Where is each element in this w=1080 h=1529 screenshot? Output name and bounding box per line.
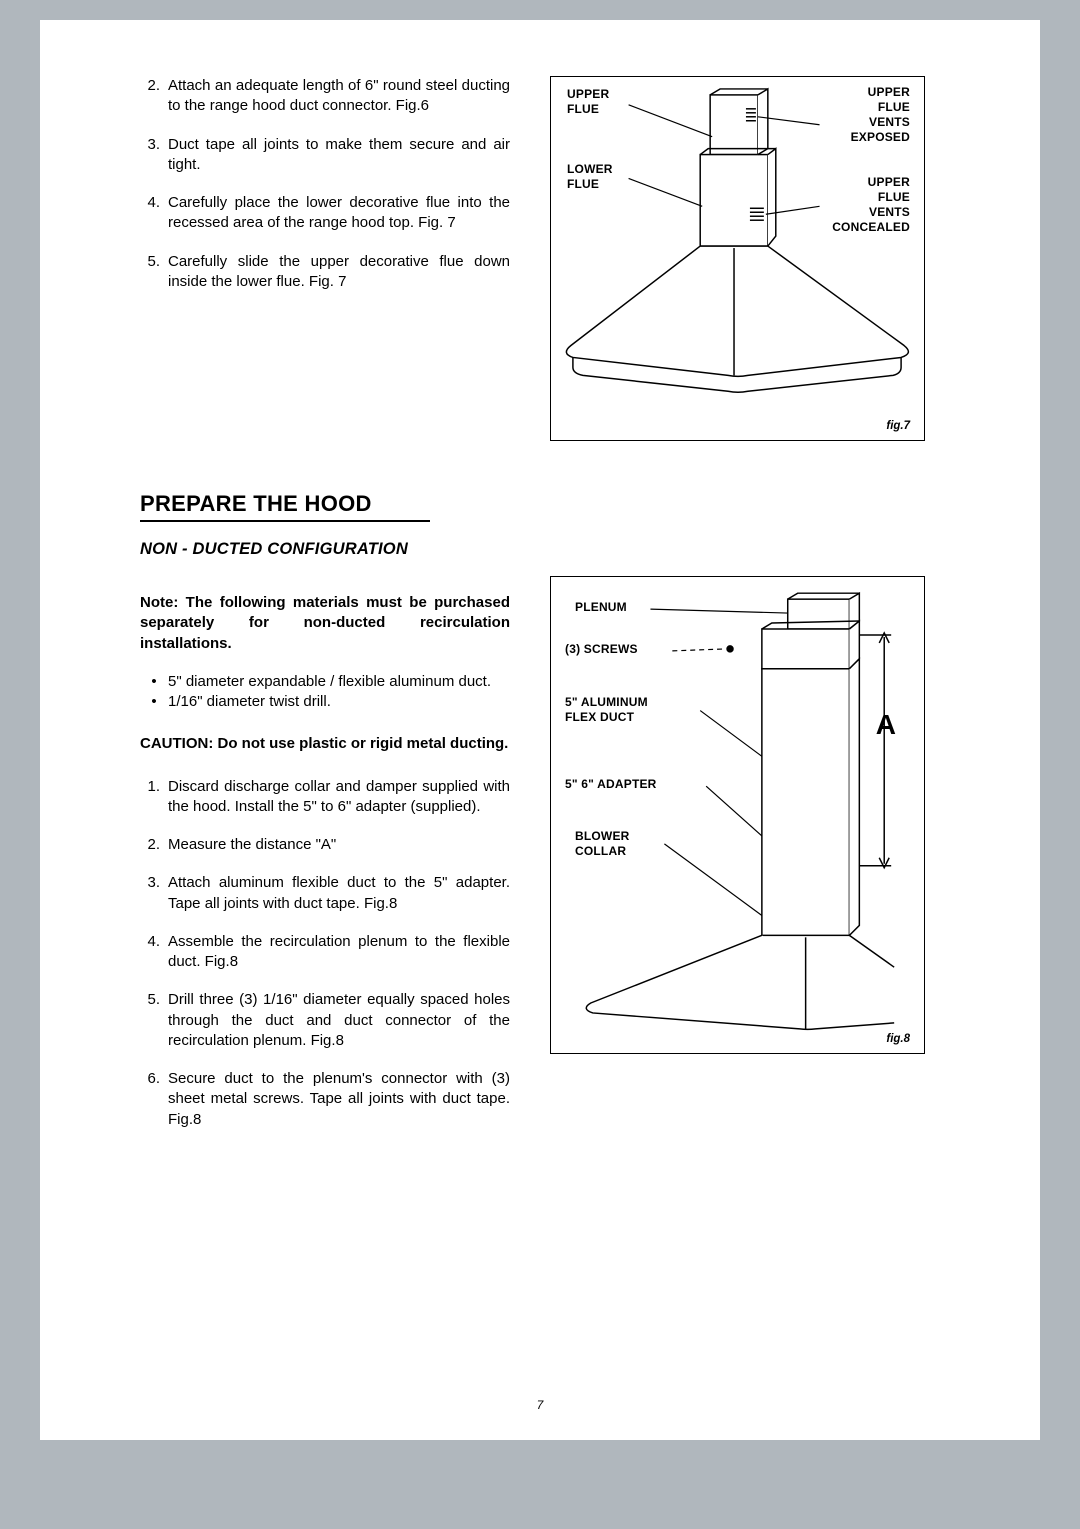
step-number: 3. (140, 135, 168, 176)
list-item: 6.Secure duct to the plenum's connector … (140, 1069, 510, 1130)
fig7-label-upper-flue-left: UPPER FLUE (567, 87, 609, 117)
step-text: Measure the distance "A" (168, 835, 510, 855)
step-text: Drill three (3) 1/16" diameter equally s… (168, 990, 510, 1051)
step-number: 4. (140, 932, 168, 973)
page-number: 7 (40, 1398, 1040, 1412)
list-item: 2.Attach an adequate length of 6" round … (140, 76, 510, 117)
bullet-text: 5" diameter expandable / flexible alumin… (168, 672, 510, 692)
step-text: Assemble the recirculation plenum to the… (168, 932, 510, 973)
list-item: 2.Measure the distance "A" (140, 835, 510, 855)
list-item: 3.Duct tape all joints to make them secu… (140, 135, 510, 176)
step-number: 2. (140, 76, 168, 117)
section-title: PREPARE THE HOOD (140, 491, 430, 522)
fig8-label-screws: (3) SCREWS (565, 642, 638, 657)
caution-text: CAUTION: Do not use plastic or rigid met… (140, 734, 510, 754)
step-text: Carefully slide the upper decorative flu… (168, 252, 510, 293)
list-item: 5.Drill three (3) 1/16" diameter equally… (140, 990, 510, 1051)
page: 2.Attach an adequate length of 6" round … (40, 20, 1040, 1440)
list-item: 4.Assemble the recirculation plenum to t… (140, 932, 510, 973)
list-item: 1.Discard discharge collar and damper su… (140, 777, 510, 818)
step-number: 6. (140, 1069, 168, 1130)
bullet-text: 1/16" diameter twist drill. (168, 692, 510, 712)
figure-8-box: PLENUM (3) SCREWS 5" ALUMINUM FLEX DUCT … (550, 576, 925, 1054)
step-text: Carefully place the lower decorative flu… (168, 193, 510, 234)
fig8-label-adapter: 5" 6" ADAPTER (565, 777, 657, 792)
fig7-label-vents-exposed: UPPER FLUE VENTS EXPOSED (851, 85, 910, 145)
figure-7-box: UPPER FLUE LOWER FLUE UPPER FLUE VENTS E… (550, 76, 925, 441)
step-number: 3. (140, 873, 168, 914)
list-item: 5.Carefully slide the upper decorative f… (140, 252, 510, 293)
fig8-dimension-a: A (876, 709, 896, 741)
step-text: Attach an adequate length of 6" round st… (168, 76, 510, 117)
step-number: 5. (140, 990, 168, 1051)
fig8-label-plenum: PLENUM (575, 600, 627, 615)
section-subtitle: NON - DUCTED CONFIGURATION (140, 540, 510, 559)
bottom-steps-list: 1.Discard discharge collar and damper su… (140, 777, 510, 1130)
top-steps-list: 2.Attach an adequate length of 6" round … (140, 76, 510, 292)
fig8-label-aluminum: 5" ALUMINUM FLEX DUCT (565, 695, 648, 725)
step-number: 5. (140, 252, 168, 293)
list-item: •5" diameter expandable / flexible alumi… (140, 672, 510, 692)
step-text: Attach aluminum flexible duct to the 5" … (168, 873, 510, 914)
left-top-column: 2.Attach an adequate length of 6" round … (140, 76, 510, 441)
figure-7: UPPER FLUE LOWER FLUE UPPER FLUE VENTS E… (550, 76, 925, 441)
list-item: 3.Attach aluminum flexible duct to the 5… (140, 873, 510, 914)
fig7-label-lower-flue: LOWER FLUE (567, 162, 613, 192)
fig8-caption: fig.8 (886, 1033, 910, 1045)
left-bottom-column: PREPARE THE HOOD NON - DUCTED CONFIGURAT… (140, 441, 510, 1148)
step-number: 2. (140, 835, 168, 855)
bullet-dot: • (140, 692, 168, 712)
fig8-label-blower: BLOWER COLLAR (575, 829, 630, 859)
fig7-caption: fig.7 (886, 420, 910, 432)
step-text: Duct tape all joints to make them secure… (168, 135, 510, 176)
fig7-label-vents-concealed: UPPER FLUE VENTS CONCEALED (832, 175, 910, 235)
list-item: •1/16" diameter twist drill. (140, 692, 510, 712)
step-number: 1. (140, 777, 168, 818)
step-text: Discard discharge collar and damper supp… (168, 777, 510, 818)
figure-8: PLENUM (3) SCREWS 5" ALUMINUM FLEX DUCT … (550, 576, 925, 1148)
step-text: Secure duct to the plenum's connector wi… (168, 1069, 510, 1130)
bullet-list: •5" diameter expandable / flexible alumi… (140, 672, 510, 713)
content-grid: 2.Attach an adequate length of 6" round … (140, 76, 950, 1148)
step-number: 4. (140, 193, 168, 234)
note-text: Note: The following materials must be pu… (140, 593, 510, 654)
list-item: 4.Carefully place the lower decorative f… (140, 193, 510, 234)
bullet-dot: • (140, 672, 168, 692)
